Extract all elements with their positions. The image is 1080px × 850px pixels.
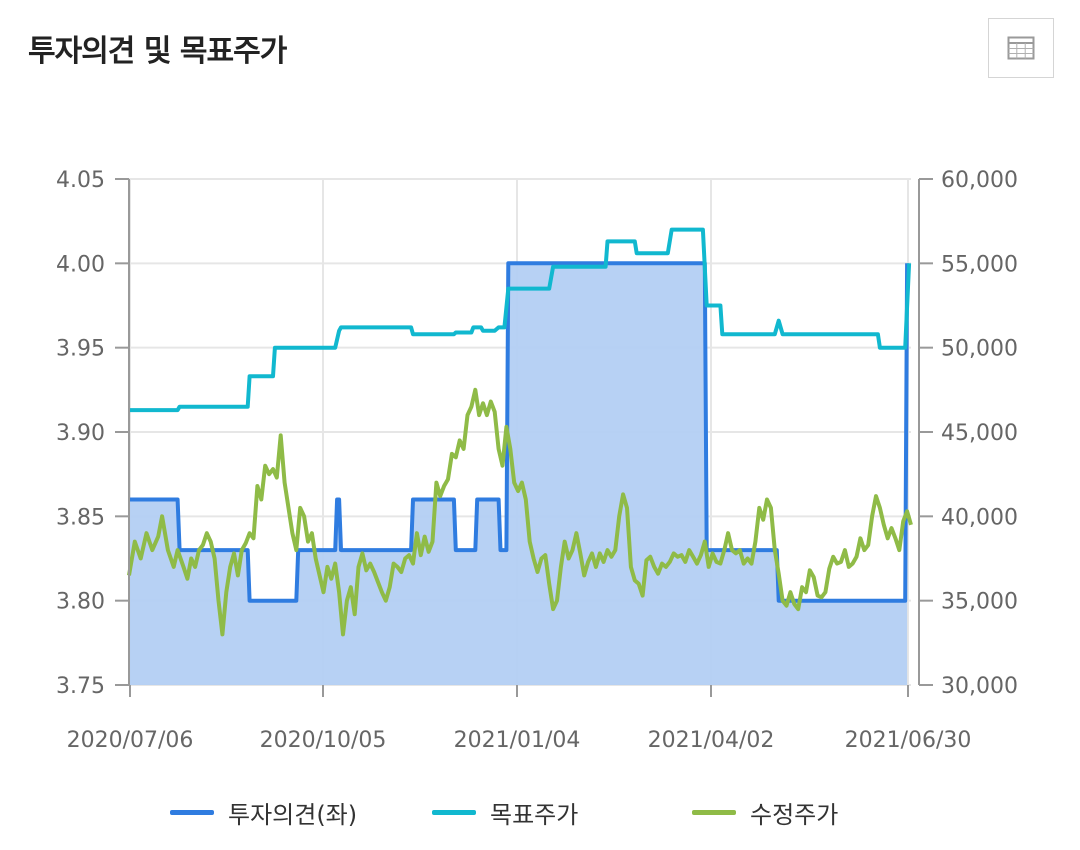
series-areas	[129, 263, 908, 685]
series-line-0	[129, 261, 910, 603]
left-tick-label: 4.05	[56, 168, 105, 193]
left-tick-label: 3.80	[56, 590, 105, 615]
legend-label: 수정주가	[750, 800, 839, 829]
series-lines	[127, 227, 913, 637]
legend-item-adjusted-price[interactable]: 수정주가	[692, 790, 838, 834]
legend-swatch-target-price	[432, 809, 476, 815]
page-title: 투자의견 및 목표주가	[28, 34, 287, 69]
table-grid-icon	[1007, 36, 1035, 60]
right-tick-label: 55,000	[941, 252, 1018, 277]
left-tick-label: 3.90	[56, 421, 105, 446]
left-tick-label: 3.75	[56, 674, 105, 699]
x-tick-label: 2020/10/05	[260, 728, 387, 753]
x-tick-label: 2020/07/06	[67, 728, 194, 753]
right-tick-label: 40,000	[941, 505, 1018, 530]
axes: 3.75 30,000 3.80 35,000 3.85 40,000 3.90 45,000…	[56, 168, 1018, 753]
x-tick-label: 2021/04/02	[648, 728, 775, 753]
series-line-1	[129, 227, 912, 413]
data-table-button[interactable]	[988, 18, 1054, 78]
x-tick-label: 2021/06/30	[845, 728, 972, 753]
right-tick-label: 30,000	[941, 674, 1018, 699]
left-tick-label: 4.00	[56, 252, 105, 277]
right-tick-label: 35,000	[941, 590, 1018, 615]
series-line-2	[127, 387, 913, 637]
x-tick-label: 2021/01/04	[454, 728, 581, 753]
right-tick-label: 60,000	[941, 168, 1018, 193]
legend-swatch-opinion	[170, 809, 214, 815]
legend-swatch-adjusted-price	[692, 809, 736, 815]
chart-legend: 투자의견(좌) 목표주가 수정주가	[0, 790, 1080, 834]
legend-item-opinion[interactable]: 투자의견(좌)	[170, 790, 357, 834]
legend-label: 투자의견(좌)	[228, 800, 358, 829]
left-tick-label: 3.85	[56, 505, 105, 530]
right-tick-label: 50,000	[941, 337, 1018, 362]
left-tick-label: 3.95	[56, 337, 105, 362]
legend-label: 목표주가	[490, 800, 579, 829]
legend-item-target-price[interactable]: 목표주가	[432, 790, 578, 834]
series-area-0	[129, 263, 908, 685]
right-tick-label: 45,000	[941, 421, 1018, 446]
